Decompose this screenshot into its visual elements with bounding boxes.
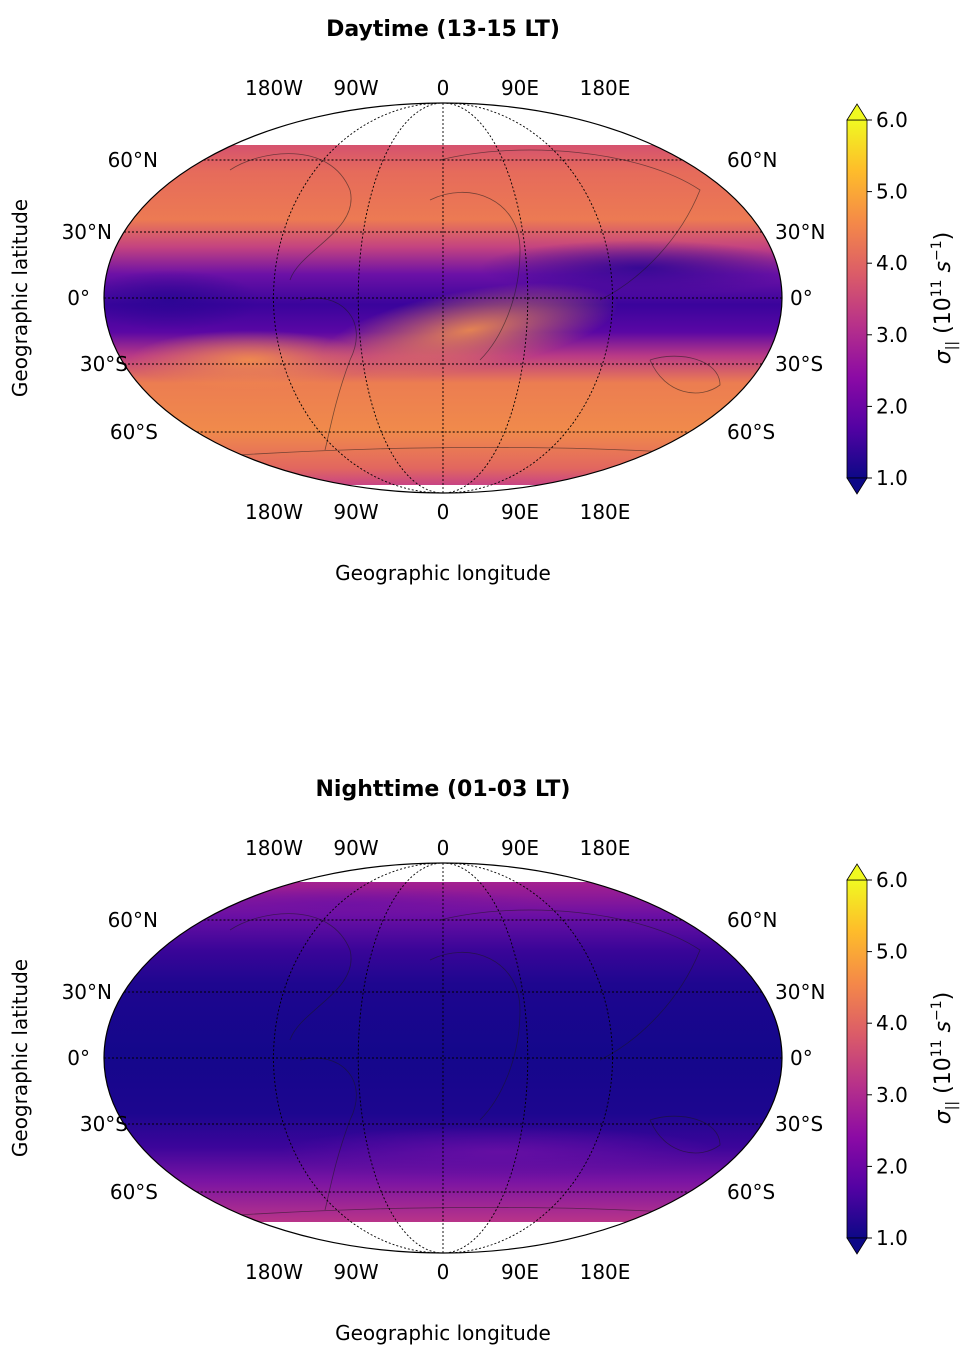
colorbar-label: σ|| (1011 s−1) (929, 232, 960, 365)
lat-tick-left: 30°N (62, 980, 112, 1004)
lat-tick-left: 0° (67, 1046, 90, 1070)
colorbar-tick: 1.0 (876, 466, 908, 490)
lat-tick-right: 30°S (775, 352, 823, 376)
colorbar-tick: 1.0 (876, 1226, 908, 1250)
colorbar-tick: 2.0 (876, 394, 908, 418)
lon-tick-bottom: 0 (437, 1260, 450, 1284)
lat-tick-left: 0° (67, 286, 90, 310)
x-axis-label: Geographic longitude (335, 1321, 551, 1345)
lat-tick-right: 60°N (727, 148, 777, 172)
colorbar-tick: 3.0 (876, 323, 908, 347)
colorbar: 1.0 2.0 3.0 4.0 5.0 6.0 σ|| (1011 s−1) (846, 863, 960, 1255)
lat-tick-right: 30°N (775, 220, 825, 244)
lon-tick-bottom: 180W (245, 500, 303, 524)
lon-tick-top: 180W (245, 76, 303, 100)
lon-tick-top: 180E (580, 76, 631, 100)
lat-tick-left: 30°S (80, 352, 128, 376)
colorbar-tick: 5.0 (876, 940, 908, 964)
lat-tick-right: 0° (790, 286, 813, 310)
panel-nighttime: Nighttime (01-03 LT) 180W 90W 0 90E 180E 180W 9… (8, 777, 960, 1345)
lat-tick-right: 0° (790, 1046, 813, 1070)
lat-tick-left: 30°N (62, 220, 112, 244)
lat-tick-left: 60°N (108, 148, 158, 172)
lat-tick-right: 60°N (727, 908, 777, 932)
colorbar-tick: 4.0 (876, 251, 908, 275)
lon-tick-top: 0 (437, 76, 450, 100)
lon-tick-top: 180E (580, 836, 631, 860)
lon-tick-bottom: 90W (333, 1260, 378, 1284)
colorbar-tick: 6.0 (876, 868, 908, 892)
lat-tick-left: 60°S (110, 1180, 158, 1204)
colorbar-tick: 5.0 (876, 180, 908, 204)
lon-tick-bottom: 90E (501, 1260, 539, 1284)
colorbar-tick: 3.0 (876, 1083, 908, 1107)
lon-tick-top: 0 (437, 836, 450, 860)
meridian-gridline (273, 862, 613, 1254)
lon-tick-bottom: 0 (437, 500, 450, 524)
lon-tick-bottom: 180W (245, 1260, 303, 1284)
coastlines (159, 149, 721, 461)
colorbar-tick: 4.0 (876, 1011, 908, 1035)
lat-tick-left: 60°S (110, 420, 158, 444)
map-boundary (103, 102, 783, 494)
lon-tick-bottom: 90E (501, 500, 539, 524)
lon-tick-top: 90E (501, 836, 539, 860)
lat-tick-right: 30°S (775, 1112, 823, 1136)
lon-tick-top: 90W (333, 836, 378, 860)
map-boundary (103, 862, 783, 1254)
lat-tick-left: 60°N (108, 908, 158, 932)
lon-tick-bottom: 180E (580, 500, 631, 524)
lon-tick-top: 90W (333, 76, 378, 100)
lat-tick-right: 60°S (727, 1180, 775, 1204)
meridian-gridline (273, 102, 613, 494)
colorbar: 1.0 2.0 3.0 4.0 5.0 6.0 σ|| (1011 s−1) (846, 103, 960, 495)
panel-title: Daytime (13-15 LT) (326, 17, 560, 42)
panel-daytime: Daytime (13-15 LT) 180W 90W 0 90E 180E 180W 90W… (8, 17, 960, 585)
lon-tick-bottom: 180E (580, 1260, 631, 1284)
y-axis-label: Geographic latitude (8, 959, 32, 1157)
lat-tick-left: 30°S (80, 1112, 128, 1136)
x-axis-label: Geographic longitude (335, 561, 551, 585)
lon-tick-top: 90E (501, 76, 539, 100)
lon-tick-bottom: 90W (333, 500, 378, 524)
panel-title: Nighttime (01-03 LT) (316, 777, 571, 802)
colorbar-tick: 6.0 (876, 108, 908, 132)
lon-tick-top: 180W (245, 836, 303, 860)
y-axis-label: Geographic latitude (8, 199, 32, 397)
lat-tick-right: 30°N (775, 980, 825, 1004)
lat-tick-right: 60°S (727, 420, 775, 444)
colorbar-label: σ|| (1011 s−1) (929, 992, 960, 1125)
colorbar-tick: 2.0 (876, 1154, 908, 1178)
